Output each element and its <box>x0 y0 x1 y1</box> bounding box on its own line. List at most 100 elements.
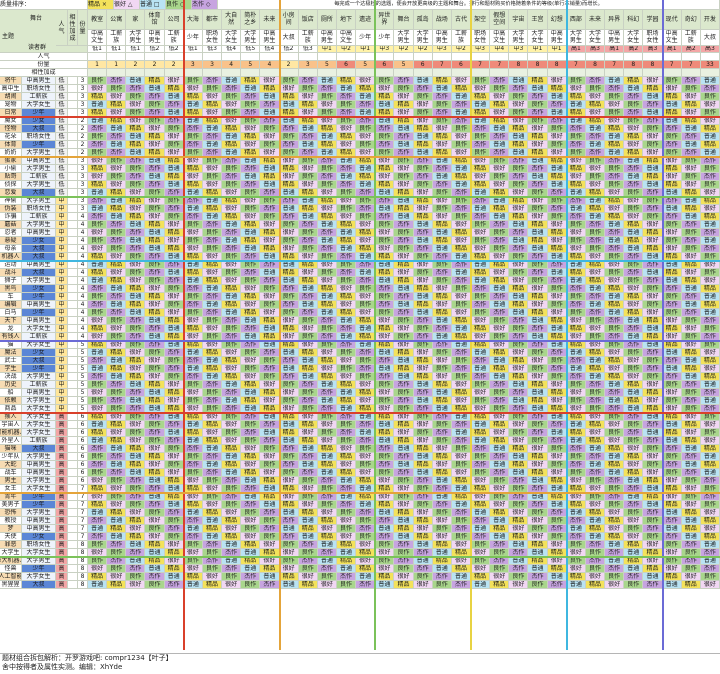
pop-value-23: 8 <box>528 61 548 69</box>
grade-63-27: 很好 <box>605 581 625 589</box>
grade-55-1: 普通 <box>107 517 127 525</box>
grade-35-28: 很好 <box>624 357 644 365</box>
grade-21-22: 杰作 <box>509 245 529 253</box>
grade-47-29: 很好 <box>643 453 663 461</box>
grade-38-14: 很好 <box>356 381 376 389</box>
theme-pop-60: 高 <box>56 557 68 565</box>
grade-25-4: 杰作 <box>164 277 184 285</box>
grade-31-27: 良作 <box>605 325 625 333</box>
grade-10-26: 良作 <box>585 157 606 165</box>
grade-62-19: 普通 <box>451 573 472 581</box>
theme-reader-13: 大学男生 <box>22 181 56 189</box>
grade-3-20: 普通 <box>471 101 491 109</box>
grade-60-22: 普通 <box>509 557 529 565</box>
grade-35-29: 良作 <box>643 357 663 365</box>
grade-31-4: 普通 <box>164 325 184 333</box>
grade-38-8: 精品 <box>241 381 261 389</box>
grade-60-13: 精品 <box>336 557 357 565</box>
grade-60-32: 普通 <box>700 557 720 565</box>
grade-18-23: 精品 <box>528 221 548 229</box>
theme-pop-16: 中 <box>56 205 68 213</box>
pop-value-17: 6 <box>413 61 433 69</box>
grade-7-9: 很好 <box>260 133 280 141</box>
grade-15-32: 精品 <box>700 197 720 205</box>
grade-5-14: 杰作 <box>356 117 376 125</box>
theme-pop-0: 低 <box>56 77 68 85</box>
grade-55-31: 普通 <box>681 517 701 525</box>
pop-blank-23 <box>528 53 548 61</box>
grade-56-27: 很好 <box>605 525 625 533</box>
grade-34-21: 精品 <box>490 349 510 357</box>
theme-pop-34: 中 <box>56 349 68 357</box>
theme-pop-38: 中 <box>56 381 68 389</box>
grade-30-13: 普通 <box>336 317 357 325</box>
grade-34-10: 普通 <box>279 349 299 357</box>
grade-12-6: 良作 <box>202 173 223 181</box>
grade-28-25: 杰作 <box>566 301 586 309</box>
grade-44-6: 很好 <box>202 429 223 437</box>
grade-26-4: 良作 <box>164 285 184 293</box>
stage-tier-28: 高2 <box>624 46 644 53</box>
grade-60-19: 很好 <box>451 557 472 565</box>
corner-reader: 读者群 <box>28 45 46 51</box>
grade-42-8: 杰作 <box>241 413 261 421</box>
grade-37-21: 普通 <box>490 373 510 381</box>
theme-bonus-30 <box>68 317 78 325</box>
grade-2-14: 普通 <box>356 93 376 101</box>
grade-12-21: 良作 <box>490 173 510 181</box>
grade-23-11: 精品 <box>298 261 318 269</box>
grade-18-7: 普通 <box>222 221 242 229</box>
grade-0-29: 很好 <box>643 77 663 85</box>
grade-49-2: 普通 <box>126 469 146 477</box>
grade-20-21: 杰作 <box>490 237 510 245</box>
grade-40-16: 杰作 <box>394 397 414 405</box>
grade-45-23: 良作 <box>528 437 548 445</box>
grade-61-18: 普通 <box>432 565 452 573</box>
grade-8-24: 良作 <box>547 141 567 149</box>
grade-11-8: 杰作 <box>241 165 261 173</box>
grade-46-30: 杰作 <box>662 445 682 453</box>
grade-21-30: 很好 <box>662 245 682 253</box>
bonus-blank-24 <box>547 69 567 77</box>
grade-49-25: 良作 <box>566 469 586 477</box>
grade-18-24: 很好 <box>547 221 567 229</box>
grade-12-26: 良作 <box>585 173 606 181</box>
grade-57-13: 很好 <box>336 533 357 541</box>
grade-25-15: 普通 <box>375 277 395 285</box>
grade-62-11: 很好 <box>298 573 318 581</box>
stage-name-7: 大自然 <box>222 10 242 30</box>
grade-19-26: 良作 <box>585 229 606 237</box>
grade-54-25: 普通 <box>566 509 586 517</box>
grade-30-4: 精品 <box>164 317 184 325</box>
grade-0-11: 杰作 <box>298 77 318 85</box>
grade-34-8: 良作 <box>241 349 261 357</box>
theme-cost-17: 4 <box>78 213 88 221</box>
grade-26-5: 杰作 <box>183 285 203 293</box>
grade-28-22: 精品 <box>509 301 529 309</box>
theme-name-29: 白马 <box>0 309 22 317</box>
grade-57-24: 良作 <box>547 533 567 541</box>
grade-62-16: 很好 <box>394 573 414 581</box>
theme-reader-21: 大叔 <box>22 245 56 253</box>
grade-1-26: 良作 <box>585 85 606 93</box>
grade-8-0: 杰作 <box>88 141 108 149</box>
grade-27-28: 精品 <box>624 293 644 301</box>
grade-45-26: 精品 <box>585 437 606 445</box>
grade-20-23: 精品 <box>528 237 548 245</box>
grade-28-7: 精品 <box>222 301 242 309</box>
grade-35-10: 杰作 <box>279 357 299 365</box>
grade-54-1: 精品 <box>107 509 127 517</box>
grade-16-7: 很好 <box>222 205 242 213</box>
grade-31-20: 精品 <box>471 325 491 333</box>
grade-8-7: 精品 <box>222 141 242 149</box>
grade-16-15: 普通 <box>375 205 395 213</box>
theme-name-24: 战斗 <box>0 269 22 277</box>
grade-23-21: 精品 <box>490 261 510 269</box>
grade-5-27: 很好 <box>605 117 625 125</box>
grade-29-28: 精品 <box>624 309 644 317</box>
grade-24-9: 普通 <box>260 269 280 277</box>
stage-tier-12: 中1 <box>317 46 337 53</box>
grade-16-27: 很好 <box>605 205 625 213</box>
grade-55-17: 精品 <box>413 517 433 525</box>
grade-50-6: 良作 <box>202 477 223 485</box>
